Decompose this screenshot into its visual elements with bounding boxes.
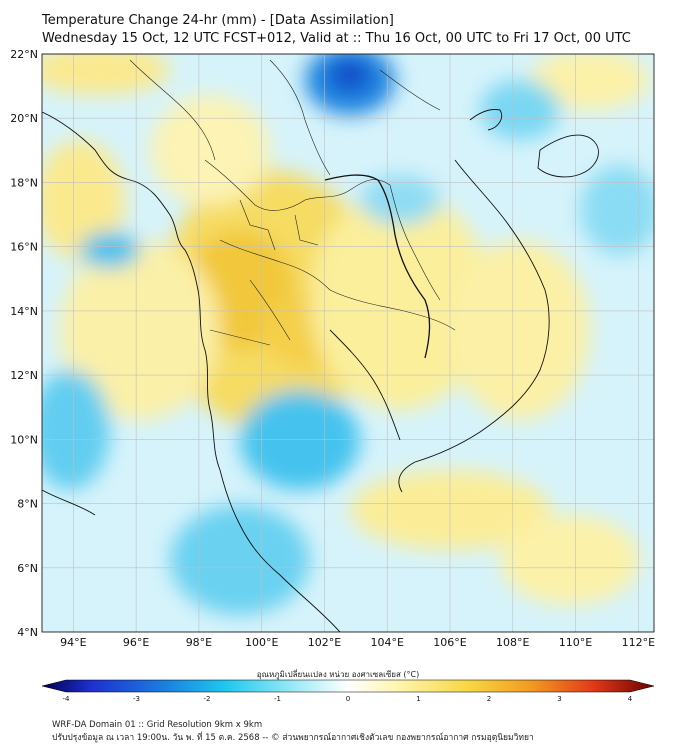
latitude-label: 14°N — [10, 305, 38, 318]
footer-line-2: ปรับปรุงข้อมูล ณ เวลา 19:00น. วัน พ. ที่… — [52, 733, 534, 743]
longitude-label: 108°E — [496, 636, 529, 649]
longitude-label: 112°E — [622, 636, 655, 649]
colorbar-tick-label: -4 — [63, 695, 71, 703]
longitude-label: 102°E — [308, 636, 341, 649]
longitude-label: 98°E — [186, 636, 212, 649]
footer: WRF-DA Domain 01 :: Grid Resolution 9km … — [52, 719, 534, 745]
longitude-label: 104°E — [371, 636, 404, 649]
latitude-label: 16°N — [10, 241, 38, 254]
map-title: Temperature Change 24-hr (mm) - [Data As… — [42, 12, 631, 48]
map-panel — [42, 54, 654, 632]
latitude-label: 18°N — [10, 176, 38, 189]
colorbar-tick-label: 2 — [487, 695, 491, 703]
colorbar-tick-label: 4 — [628, 695, 633, 703]
colorbar-tick-label: 0 — [346, 695, 350, 703]
colorbar-tick-label: -3 — [133, 695, 140, 703]
latitude-labels: 22°N 20°N 18°N 16°N 14°N 12°N 10°N 8°N 6°N 4°N — [10, 48, 38, 639]
latitude-label: 10°N — [10, 433, 38, 446]
title-line-1: Temperature Change 24-hr (mm) - [Data As… — [42, 13, 394, 28]
mekong-border — [324, 174, 431, 359]
longitude-label: 96°E — [123, 636, 149, 649]
latitude-label: 6°N — [17, 562, 38, 575]
latitude-label: 4°N — [17, 626, 38, 639]
latitude-label: 8°N — [17, 498, 38, 511]
longitude-label: 94°E — [60, 636, 86, 649]
coastlines — [42, 109, 599, 632]
footer-line-1: WRF-DA Domain 01 :: Grid Resolution 9km … — [52, 720, 263, 730]
country-borders — [129, 59, 456, 346]
colorbar-tick-label: -1 — [274, 695, 281, 703]
colorbar-bar — [41, 679, 655, 693]
latitude-label: 12°N — [10, 369, 38, 382]
colorbar-tick-label: 1 — [416, 695, 420, 703]
title-line-2: Wednesday 15 Oct, 12 UTC FCST+012, Valid… — [42, 31, 631, 46]
colorbar-tick-label: 3 — [557, 695, 561, 703]
colorbar: -4 -3 -2 -1 0 1 2 3 4 — [41, 679, 655, 703]
map-frame — [41, 53, 655, 633]
colorbar-ticks: -4 -3 -2 -1 0 1 2 3 4 — [63, 695, 633, 703]
longitude-label: 106°E — [433, 636, 466, 649]
latitude-label: 22°N — [10, 48, 38, 61]
longitude-labels: 94°E 96°E 98°E 100°E 102°E 104°E 106°E 108°E 110… — [60, 636, 655, 649]
longitude-label: 110°E — [559, 636, 592, 649]
graticule-lines — [42, 54, 654, 632]
colorbar-tick-label: -2 — [204, 695, 211, 703]
latitude-label: 20°N — [10, 112, 38, 125]
colorbar-title: อุณหภูมิเปลี่ยนแปลง หน่วย องศาเซลเซียส (… — [256, 670, 420, 679]
longitude-label: 100°E — [245, 636, 278, 649]
